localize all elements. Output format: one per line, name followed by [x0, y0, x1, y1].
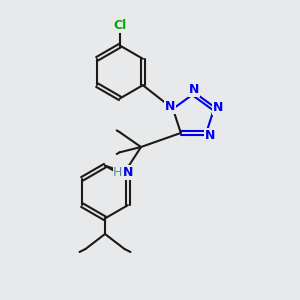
Text: N: N [205, 129, 215, 142]
Text: N: N [165, 100, 175, 113]
Text: Cl: Cl [113, 19, 127, 32]
Text: N: N [189, 83, 199, 96]
Text: H: H [113, 166, 123, 179]
Text: N: N [213, 100, 224, 113]
Text: N: N [123, 166, 133, 179]
